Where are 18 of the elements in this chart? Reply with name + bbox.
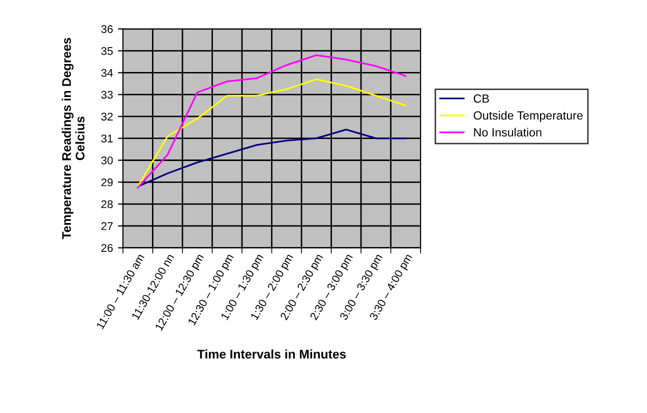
y-tick-label: 32 xyxy=(101,112,113,121)
y-tick-label: 36 xyxy=(101,25,113,34)
y-tick-label: 34 xyxy=(101,68,113,77)
legend-label: No Insulation xyxy=(474,128,542,137)
y-tick-label: 31 xyxy=(101,134,113,142)
y-tick-label: 29 xyxy=(101,178,113,186)
line-series xyxy=(136,54,407,188)
y-tick-label: 28 xyxy=(101,200,113,208)
legend-label: Outside Temperature xyxy=(474,110,583,122)
y-tick-label: 27 xyxy=(101,222,113,230)
y-axis-title: Temperature Readings in Degrees Celcius xyxy=(62,38,84,240)
y-tick-label: 30 xyxy=(101,156,113,164)
legend-label: CB xyxy=(474,94,489,103)
line-series xyxy=(136,78,407,188)
y-tick-label: 26 xyxy=(101,244,113,252)
y-tick-label: 33 xyxy=(101,90,113,99)
x-axis-title: Time Intervals in Minutes xyxy=(197,349,346,359)
y-tick-label: 35 xyxy=(101,47,113,55)
